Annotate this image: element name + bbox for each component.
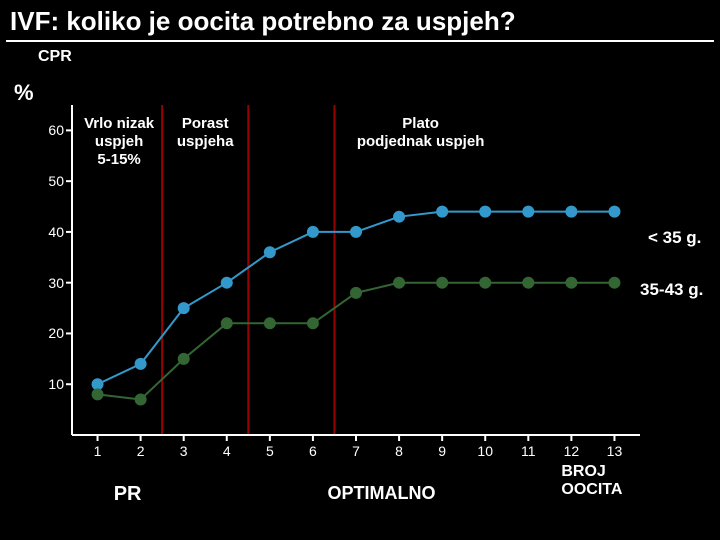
- x-tick-label: 3: [174, 443, 194, 459]
- series-marker-under35: [522, 206, 534, 218]
- series-marker-under35: [135, 358, 147, 370]
- series-marker-35to43: [135, 393, 147, 405]
- optimalno-label: OPTIMALNO: [328, 483, 436, 504]
- y-tick-label: 50: [36, 173, 64, 189]
- title-underline: [6, 40, 714, 42]
- legend-35to43: 35-43 g.: [640, 280, 703, 300]
- series-marker-35to43: [565, 277, 577, 289]
- x-tick-label: 1: [88, 443, 108, 459]
- y-tick-label: 10: [36, 376, 64, 392]
- series-marker-35to43: [393, 277, 405, 289]
- series-marker-under35: [565, 206, 577, 218]
- cpr-label: CPR: [38, 48, 72, 66]
- legend-under35: < 35 g.: [648, 228, 701, 248]
- series-marker-35to43: [350, 287, 362, 299]
- series-marker-35to43: [221, 317, 233, 329]
- y-tick-label: 40: [36, 224, 64, 240]
- series-marker-35to43: [178, 353, 190, 365]
- y-tick-label: 30: [36, 275, 64, 291]
- percent-label: %: [14, 80, 34, 106]
- series-marker-35to43: [479, 277, 491, 289]
- x-tick-label: 7: [346, 443, 366, 459]
- series-marker-35to43: [522, 277, 534, 289]
- series-marker-under35: [178, 302, 190, 314]
- series-marker-under35: [608, 206, 620, 218]
- series-marker-35to43: [264, 317, 276, 329]
- x-tick-label: 5: [260, 443, 280, 459]
- y-tick-label: 20: [36, 325, 64, 341]
- series-marker-under35: [221, 277, 233, 289]
- x-tick-label: 13: [604, 443, 624, 459]
- slide-title: IVF: koliko je oocita potrebno za uspjeh…: [10, 6, 516, 37]
- x-tick-label: 9: [432, 443, 452, 459]
- series-marker-35to43: [92, 388, 104, 400]
- x-tick-label: 2: [131, 443, 151, 459]
- x-tick-label: 12: [561, 443, 581, 459]
- x-axis-title: BROJ OOCITA: [561, 463, 650, 499]
- series-line-35to43: [98, 283, 615, 400]
- chart-annotation: Porastuspjeha: [125, 115, 285, 151]
- series-marker-under35: [393, 211, 405, 223]
- series-marker-under35: [350, 226, 362, 238]
- x-tick-label: 8: [389, 443, 409, 459]
- pr-label: PR: [114, 483, 142, 506]
- x-tick-label: 4: [217, 443, 237, 459]
- x-tick-label: 6: [303, 443, 323, 459]
- x-tick-label: 11: [518, 443, 538, 459]
- series-marker-35to43: [608, 277, 620, 289]
- chart-annotation: Platopodjednak uspjeh: [341, 115, 501, 151]
- series-marker-under35: [479, 206, 491, 218]
- series-marker-under35: [264, 246, 276, 258]
- series-marker-under35: [436, 206, 448, 218]
- series-marker-35to43: [307, 317, 319, 329]
- slide: IVF: koliko je oocita potrebno za uspjeh…: [0, 0, 720, 540]
- x-tick-label: 10: [475, 443, 495, 459]
- series-marker-35to43: [436, 277, 448, 289]
- chart-area: 10203040506012345678910111213Vrlo nizaku…: [50, 105, 650, 460]
- series-marker-under35: [307, 226, 319, 238]
